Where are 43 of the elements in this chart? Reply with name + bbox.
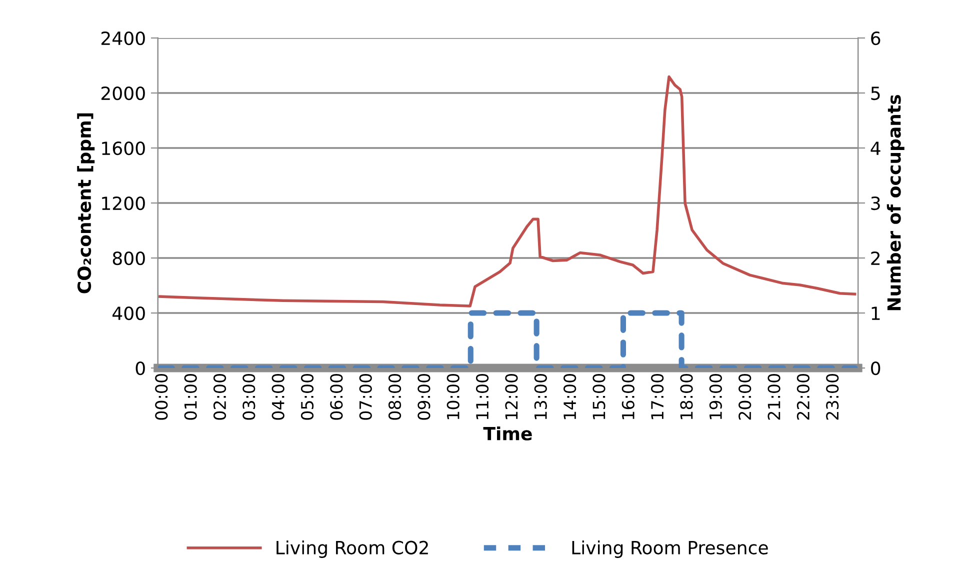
y-tick-label: 800 [112,251,145,266]
legend-label: Living Room CO2 [276,540,428,558]
x-axis-title: Time [483,426,532,440]
x-tick-label: 08:00 [388,374,402,420]
x-tick-label: 15:00 [592,374,606,420]
y-tick-label: 1600 [102,141,145,156]
y2-axis-title: Number of occupants [886,95,904,310]
x-tick-label: 14:00 [564,374,576,420]
x-tick-label: 22:00 [796,374,810,420]
x-tick-label: 05:00 [300,374,314,420]
y2-tick-label: 3 [871,196,880,210]
y2-tick-label: 1 [872,306,880,320]
x-tick-label: 21:00 [768,374,780,420]
y2-tick-label: 5 [871,86,880,100]
x-tick-label: 02:00 [213,374,226,420]
x-tick-label: 13:00 [534,374,547,420]
x-tick-label: 01:00 [184,374,197,420]
x-tick-label: 16:00 [622,374,634,420]
y-tick-label: 400 [112,306,145,320]
y-tick-label: 0 [136,361,145,376]
x-tick-label: 03:00 [242,374,256,420]
y-axis-title: CO₂content [ppm] [77,113,95,294]
x-tick-label: 11:00 [476,374,489,420]
x-tick-label: 18:00 [680,374,693,420]
y2-tick-label: 6 [871,31,880,46]
y2-tick-label: 4 [870,142,880,155]
legend-label: Living Room Presence [572,540,768,558]
y-tick-label: 2400 [101,31,145,46]
y2-tick-label: 2 [871,251,880,265]
x-tick-label: 07:00 [359,374,372,420]
y-tick-label: 2000 [101,86,145,100]
x-tick-label: 17:00 [651,374,664,420]
y-tick-label: 1200 [102,196,145,210]
x-tick-label: 23:00 [826,374,839,420]
x-tick-label: 12:00 [505,374,518,420]
x-tick-label: 09:00 [418,374,430,420]
x-tick-label: 10:00 [446,374,460,420]
x-tick-label: 19:00 [709,374,722,420]
y2-tick-label: 0 [871,361,880,376]
x-tick-label: 06:00 [330,374,343,420]
x-tick-label: 04:00 [272,374,284,420]
x-tick-label: 20:00 [738,374,752,420]
x-tick-label: 00:00 [155,374,168,420]
